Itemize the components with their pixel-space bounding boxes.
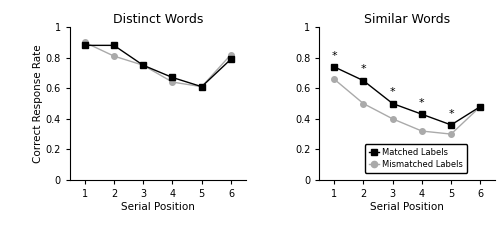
Title: Distinct Words: Distinct Words [112, 13, 203, 26]
Title: Similar Words: Similar Words [364, 13, 450, 26]
Text: *: * [390, 87, 396, 97]
Legend: Matched Labels, Mismatched Labels: Matched Labels, Mismatched Labels [364, 144, 467, 173]
Text: *: * [360, 64, 366, 74]
X-axis label: Serial Position: Serial Position [370, 202, 444, 212]
Text: *: * [419, 98, 424, 108]
Y-axis label: Correct Response Rate: Correct Response Rate [33, 44, 43, 163]
Text: *: * [448, 109, 454, 119]
X-axis label: Serial Position: Serial Position [121, 202, 194, 212]
Text: *: * [331, 51, 337, 61]
